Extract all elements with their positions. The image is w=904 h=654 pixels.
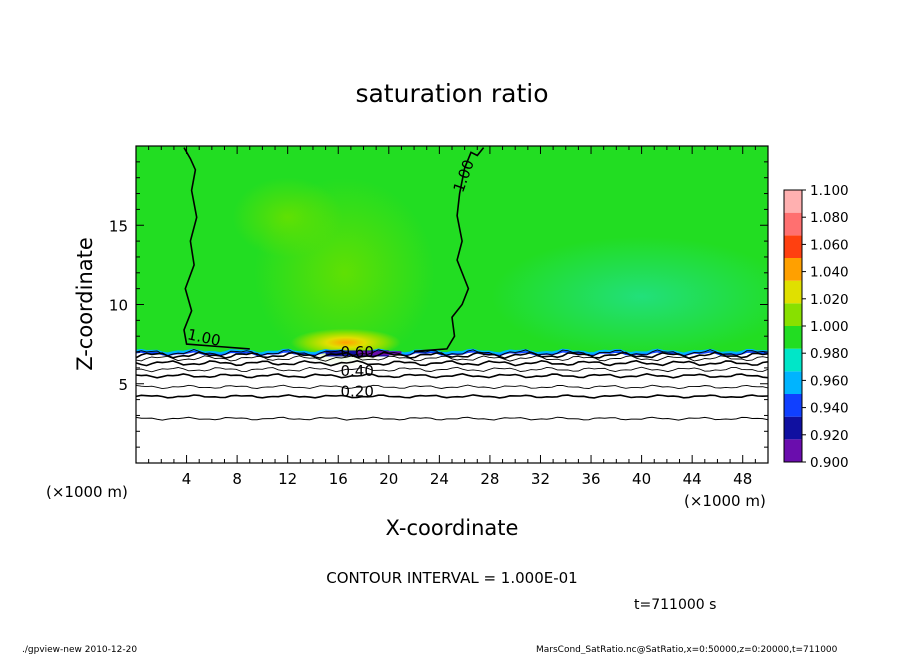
colorbar-label-3: 0.960 bbox=[810, 373, 849, 389]
contour-lines bbox=[136, 147, 768, 421]
x-tick-label-12: 12 bbox=[278, 470, 297, 488]
contour-label-4: 0.20 bbox=[340, 382, 373, 400]
contour-label-3: 0.40 bbox=[340, 362, 373, 380]
x-tick-label-40: 40 bbox=[632, 470, 651, 488]
colorbar-label-5: 1.000 bbox=[810, 319, 849, 335]
footer-right: MarsCond_SatRatio.nc@SatRatio,x=0:50000,… bbox=[536, 645, 838, 654]
saturation-field bbox=[136, 146, 768, 368]
x-tick-label-44: 44 bbox=[683, 470, 702, 488]
y-axis: 5 10 15 bbox=[109, 161, 768, 448]
x-unit-right: (×1000 m) bbox=[684, 492, 766, 510]
colorbar-segment-0 bbox=[784, 439, 802, 462]
x-tick-label-8: 8 bbox=[232, 470, 242, 488]
colorbar-segment-3 bbox=[784, 371, 802, 394]
contour-0.20 bbox=[136, 394, 768, 399]
contour-0.60 bbox=[136, 359, 768, 367]
colorbar-label-8: 1.060 bbox=[810, 237, 849, 253]
x-tick-label-4: 4 bbox=[182, 470, 192, 488]
colorbar-segment-11 bbox=[784, 190, 802, 213]
x-tick-label-32: 32 bbox=[531, 470, 550, 488]
time-label: t=711000 s bbox=[634, 597, 716, 613]
colorbar-label-0: 0.900 bbox=[810, 455, 849, 471]
x-tick-label-24: 24 bbox=[430, 470, 449, 488]
contour-0.30 bbox=[136, 384, 768, 390]
x-tick-label-28: 28 bbox=[480, 470, 499, 488]
contour-0.70 bbox=[136, 355, 768, 362]
y-axis-label: Z-coordinate bbox=[73, 237, 97, 371]
colorbar-label-10: 1.100 bbox=[810, 183, 849, 199]
x-tick-label-36: 36 bbox=[581, 470, 600, 488]
contour-label-2: 0.60 bbox=[340, 343, 373, 361]
field-subsaturated-region bbox=[491, 236, 768, 357]
colorbar-segment-7 bbox=[784, 280, 802, 304]
field-depleted-core bbox=[357, 351, 402, 356]
colorbar-label-7: 1.040 bbox=[810, 265, 849, 281]
x-tick-label-48: 48 bbox=[733, 470, 752, 488]
x-tick-label-20: 20 bbox=[379, 470, 398, 488]
footer-left: ./gpview-new 2010-12-20 bbox=[22, 645, 137, 654]
colorbar-segment-10 bbox=[784, 212, 802, 236]
contour-1.00-left bbox=[183, 147, 250, 350]
contour-1.00-right bbox=[414, 147, 485, 353]
colorbar-segment-1 bbox=[784, 416, 802, 440]
x-tick-label-16: 16 bbox=[329, 470, 348, 488]
x-unit-left: (×1000 m) bbox=[46, 483, 128, 501]
colorbar-segment-4 bbox=[784, 348, 802, 372]
contour-0.90 bbox=[136, 349, 768, 357]
colorbar-segment-9 bbox=[784, 235, 802, 258]
colorbar-segment-5 bbox=[784, 326, 802, 349]
field-supersaturated-core bbox=[290, 328, 401, 357]
colorbar-label-6: 1.020 bbox=[810, 292, 849, 308]
plot-area bbox=[136, 146, 768, 463]
colorbar-label-1: 0.920 bbox=[810, 428, 849, 444]
x-axis: 4 8 12 16 20 24 28 32 36 40 44 48 bbox=[148, 146, 756, 488]
colorbar-label-2: 0.940 bbox=[810, 401, 849, 417]
field-warm-region-upper bbox=[232, 177, 343, 258]
colorbar-label-9: 1.080 bbox=[810, 210, 849, 226]
colorbar-segment-8 bbox=[784, 258, 802, 281]
contour-0.40 bbox=[136, 372, 768, 379]
chart-title: saturation ratio bbox=[355, 79, 548, 108]
colorbar-segment-6 bbox=[784, 303, 802, 326]
contour-0.80 bbox=[136, 351, 768, 360]
y-tick-label-15: 15 bbox=[109, 217, 128, 235]
contour-0.50 bbox=[136, 366, 768, 373]
colorbar-segment-2 bbox=[784, 394, 802, 417]
y-tick-label-5: 5 bbox=[118, 376, 128, 394]
x-axis-label: X-coordinate bbox=[386, 516, 519, 540]
colorbar-label-4: 0.980 bbox=[810, 346, 849, 362]
contour-0.10 bbox=[136, 416, 768, 421]
y-tick-label-10: 10 bbox=[109, 297, 128, 315]
colorbar: 0.900 0.920 0.940 0.960 0.980 1.000 1.020 1.040… bbox=[783, 183, 849, 471]
contour-interval: CONTOUR INTERVAL = 1.000E-01 bbox=[326, 569, 577, 587]
